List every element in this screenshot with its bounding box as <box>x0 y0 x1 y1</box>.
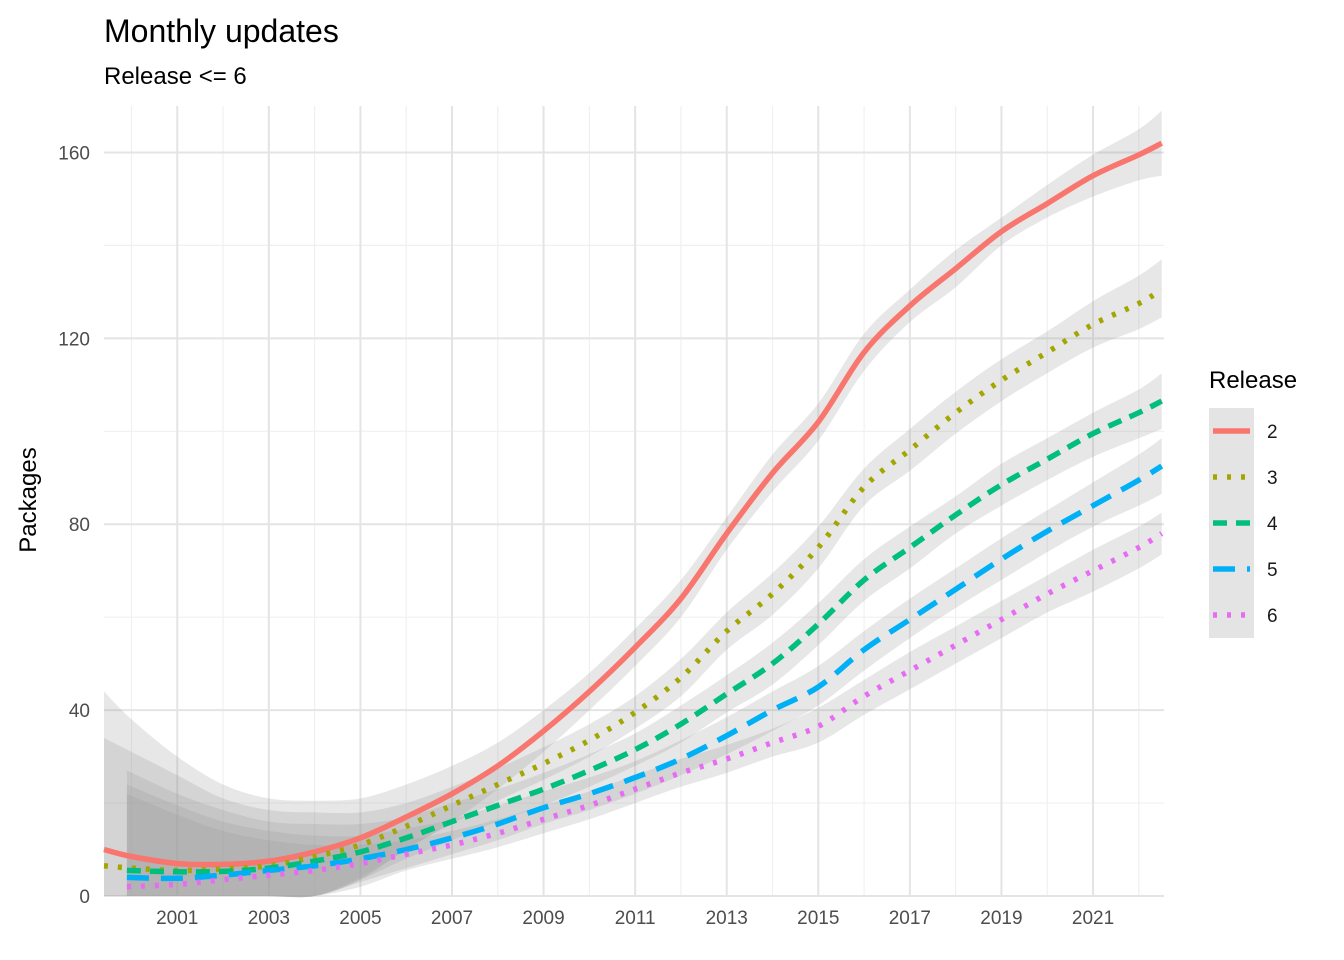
legend-title: Release <box>1209 367 1297 394</box>
confidence-band-release-3 <box>104 259 1162 898</box>
chart-subtitle: Release <= 6 <box>104 63 247 90</box>
x-tick-label: 2021 <box>1072 908 1114 929</box>
legend-label-release-5: 5 <box>1267 560 1278 581</box>
x-tick-label: 2007 <box>431 908 473 929</box>
x-tick-label: 2005 <box>339 908 381 929</box>
x-tick-label: 2001 <box>156 908 198 929</box>
legend: Release 2 3 4 5 6 <box>1209 367 1297 638</box>
x-tick-label: 2013 <box>706 908 748 929</box>
y-tick-label: 40 <box>69 701 90 722</box>
y-tick-label: 0 <box>79 887 90 908</box>
x-tick-label: 2019 <box>980 908 1022 929</box>
confidence-band-release-2 <box>104 110 1162 898</box>
x-tick-label: 2015 <box>797 908 839 929</box>
y-axis-title: Packages <box>15 447 42 552</box>
chart-title: Monthly updates <box>104 13 339 49</box>
y-tick-label: 80 <box>69 515 90 536</box>
x-tick-label: 2011 <box>615 908 656 929</box>
series-lines <box>103 140 1164 890</box>
confidence-bands <box>104 110 1162 898</box>
confidence-band-release-5 <box>126 438 1162 898</box>
legend-label-release-4: 4 <box>1267 514 1278 535</box>
x-tick-labels: 2001 2003 2005 2007 2009 2011 2013 2015 2017 2019… <box>156 908 1114 929</box>
confidence-band-release-4 <box>126 373 1162 898</box>
series-line-release-4 <box>126 398 1163 875</box>
legend-label-release-3: 3 <box>1267 468 1278 489</box>
confidence-band-release-6 <box>126 512 1162 897</box>
y-tick-labels: 0 40 80 120 160 <box>58 143 90 908</box>
legend-label-release-2: 2 <box>1267 422 1278 443</box>
series-line-release-6 <box>126 531 1164 890</box>
y-tick-label: 120 <box>58 329 90 350</box>
series-line-release-5 <box>126 463 1164 882</box>
minor-gridlines <box>104 106 1164 896</box>
series-line-release-2 <box>103 140 1163 868</box>
x-tick-label: 2017 <box>889 908 931 929</box>
x-tick-label: 2009 <box>522 908 564 929</box>
legend-label-release-6: 6 <box>1267 606 1278 627</box>
x-tick-label: 2003 <box>248 908 290 929</box>
y-tick-label: 160 <box>58 143 90 164</box>
major-gridlines <box>104 106 1164 897</box>
